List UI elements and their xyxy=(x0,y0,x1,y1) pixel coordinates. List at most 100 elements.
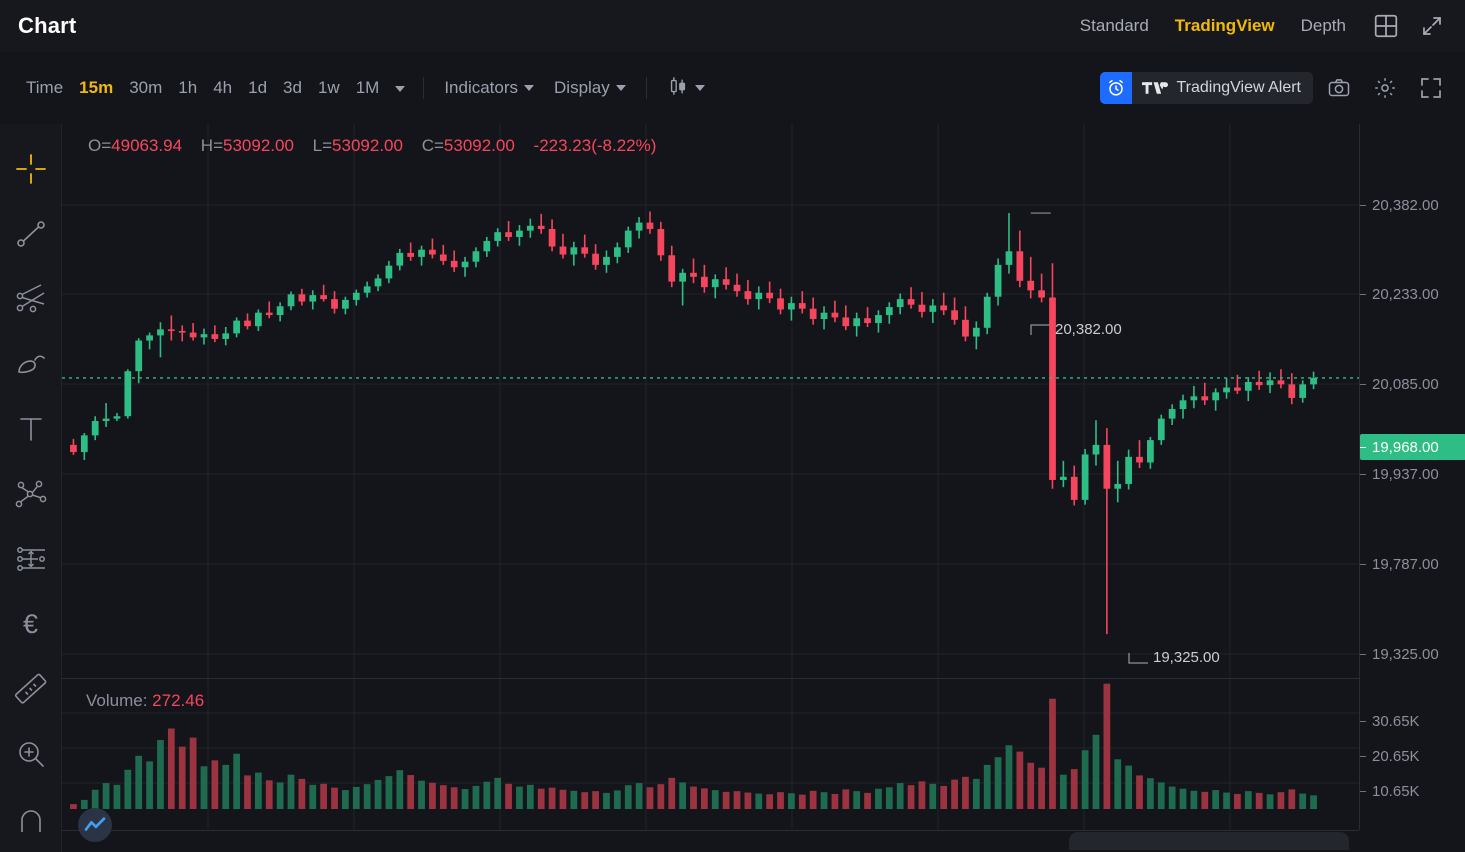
text-icon[interactable] xyxy=(3,396,59,461)
volume-tick-label: 10.65K xyxy=(1372,782,1420,800)
chart-canvas-area[interactable]: O=49063.94 H=53092.00 L=53092.00 C=53092… xyxy=(62,124,1465,852)
toolbar-divider xyxy=(423,77,425,99)
tick-dash-icon xyxy=(1360,293,1366,295)
timeframe-4h[interactable]: 4h xyxy=(213,78,233,97)
expand-diagonal-icon[interactable] xyxy=(1413,7,1451,45)
tick-dash-icon xyxy=(1360,204,1366,206)
long-position-icon[interactable] xyxy=(3,527,59,592)
price-plot[interactable] xyxy=(62,124,1359,678)
low-price-marker: 19,325.00 xyxy=(1128,649,1220,666)
indicators-button[interactable]: Indicators xyxy=(434,73,544,103)
tradingview-alert-button[interactable]: TradingView Alert xyxy=(1100,72,1313,104)
timeframe-1h[interactable]: 1h xyxy=(178,78,198,97)
ohlc-change-value: -223.23(-8.22%) xyxy=(533,136,657,155)
current-price-value: 19,968.00 xyxy=(1372,438,1439,456)
volume-pane[interactable]: Volume: 272.46 xyxy=(62,678,1359,831)
ohlc-low-label: L= xyxy=(312,136,333,155)
price-tick-label: 20,085.00 xyxy=(1372,375,1439,393)
euro-icon[interactable]: € xyxy=(3,592,59,657)
timeframe-30m[interactable]: 30m xyxy=(129,78,163,97)
price-tick-label: 19,325.00 xyxy=(1372,645,1439,663)
chart-type-button[interactable] xyxy=(657,70,715,107)
tick-dash-icon xyxy=(1360,383,1366,385)
volume-svg xyxy=(62,679,1359,831)
current-price-label: 19,968.00 xyxy=(1360,434,1465,460)
timeframe-1d[interactable]: 1d xyxy=(248,78,268,97)
marker-bracket-icon xyxy=(1030,324,1050,336)
tab-standard[interactable]: Standard xyxy=(1079,16,1149,35)
tradingview-logo-icon xyxy=(1142,80,1169,96)
tick-dash-icon xyxy=(1360,755,1366,757)
tick-dash-icon xyxy=(1360,720,1366,722)
volume-tick-label: 30.65K xyxy=(1372,712,1420,730)
timeframe-1M[interactable]: 1M xyxy=(355,78,380,97)
chevron-down-icon xyxy=(694,85,705,91)
toolbar-divider xyxy=(645,77,647,99)
header-right-controls: Standard TradingView Depth xyxy=(1067,7,1465,45)
high-price-marker-label: 20,382.00 xyxy=(1055,321,1122,338)
price-tick-label: 19,937.00 xyxy=(1372,465,1439,483)
page-title: Chart xyxy=(18,13,77,38)
volume-value: 272.46 xyxy=(152,691,205,710)
ohlc-open-label: O= xyxy=(88,136,112,155)
gear-icon[interactable] xyxy=(1365,68,1405,108)
chevron-down-icon xyxy=(615,85,626,91)
camera-icon[interactable] xyxy=(1319,68,1359,108)
tick-dash-icon xyxy=(1360,446,1366,448)
pattern-icon[interactable] xyxy=(3,461,59,526)
volume-tick: 30.65K xyxy=(1360,712,1465,730)
volume-tick-label: 20.65K xyxy=(1372,747,1420,765)
timeframe-3d[interactable]: 3d xyxy=(283,78,302,97)
volume-tick: 10.65K xyxy=(1360,782,1465,800)
price-tick: 19,937.00 xyxy=(1360,465,1465,483)
ohlc-legend: O=49063.94 H=53092.00 L=53092.00 C=53092… xyxy=(88,136,656,156)
timeframe-15m[interactable]: 15m xyxy=(79,78,114,97)
ohlc-close-value: 53092.00 xyxy=(443,136,515,155)
price-tick-label: 20,382.00 xyxy=(1372,196,1439,214)
horizontal-scrollbar-track[interactable] xyxy=(62,830,1359,852)
ohlc-high-label: H= xyxy=(200,136,224,155)
timeframe-1w[interactable]: 1w xyxy=(317,78,340,97)
high-price-marker: 20,382.00 xyxy=(1030,321,1122,338)
alert-label: TradingView Alert xyxy=(1176,79,1301,96)
toolbar-right-controls: TradingView Alert xyxy=(1100,68,1465,108)
volume-legend: Volume: 272.46 xyxy=(86,691,204,711)
app-header: Chart Standard TradingView Depth xyxy=(0,0,1465,52)
ohlc-close-label: C= xyxy=(421,136,444,155)
magnet-icon[interactable] xyxy=(3,787,59,852)
ruler-icon[interactable] xyxy=(3,657,59,722)
mountain-chart-icon xyxy=(84,817,106,831)
price-tick-label: 20,233.00 xyxy=(1372,285,1439,303)
indicators-label: Indicators xyxy=(444,78,519,97)
marker-bracket-icon xyxy=(1128,653,1148,664)
fullscreen-icon[interactable] xyxy=(1411,68,1451,108)
ohlc-open-value: 49063.94 xyxy=(111,136,183,155)
time-label: Time xyxy=(26,78,64,97)
drawing-toolbar: € xyxy=(0,124,62,852)
ohlc-high-value: 53092.00 xyxy=(223,136,294,155)
price-tick: 20,382.00 xyxy=(1360,196,1465,214)
fib-lines-icon[interactable] xyxy=(3,266,59,331)
price-axis[interactable]: 20,382.00 20,233.00 20,085.00 19,968.00 … xyxy=(1359,124,1465,830)
brush-icon[interactable] xyxy=(3,331,59,396)
crosshair-icon[interactable] xyxy=(3,136,59,201)
magnifier-plus-icon[interactable] xyxy=(3,722,59,787)
horizontal-scrollbar-thumb[interactable] xyxy=(1069,832,1349,850)
tab-tradingview[interactable]: TradingView xyxy=(1174,16,1275,35)
chart-brand-badge[interactable] xyxy=(78,808,112,842)
trend-line-icon[interactable] xyxy=(3,201,59,266)
price-tick: 19,325.00 xyxy=(1360,645,1465,663)
tick-dash-icon xyxy=(1360,790,1366,792)
tick-dash-icon xyxy=(1360,473,1366,475)
candlestick-icon xyxy=(667,75,689,102)
volume-tick: 20.65K xyxy=(1360,747,1465,765)
ohlc-low-value: 53092.00 xyxy=(332,136,403,155)
grid-layout-icon[interactable] xyxy=(1367,7,1405,45)
price-tick: 19,787.00 xyxy=(1360,555,1465,573)
chevron-down-icon[interactable] xyxy=(387,73,413,103)
display-button[interactable]: Display xyxy=(544,73,636,103)
tick-dash-icon xyxy=(1360,563,1366,565)
volume-label: Volume: xyxy=(86,691,148,710)
tab-depth[interactable]: Depth xyxy=(1300,16,1346,35)
